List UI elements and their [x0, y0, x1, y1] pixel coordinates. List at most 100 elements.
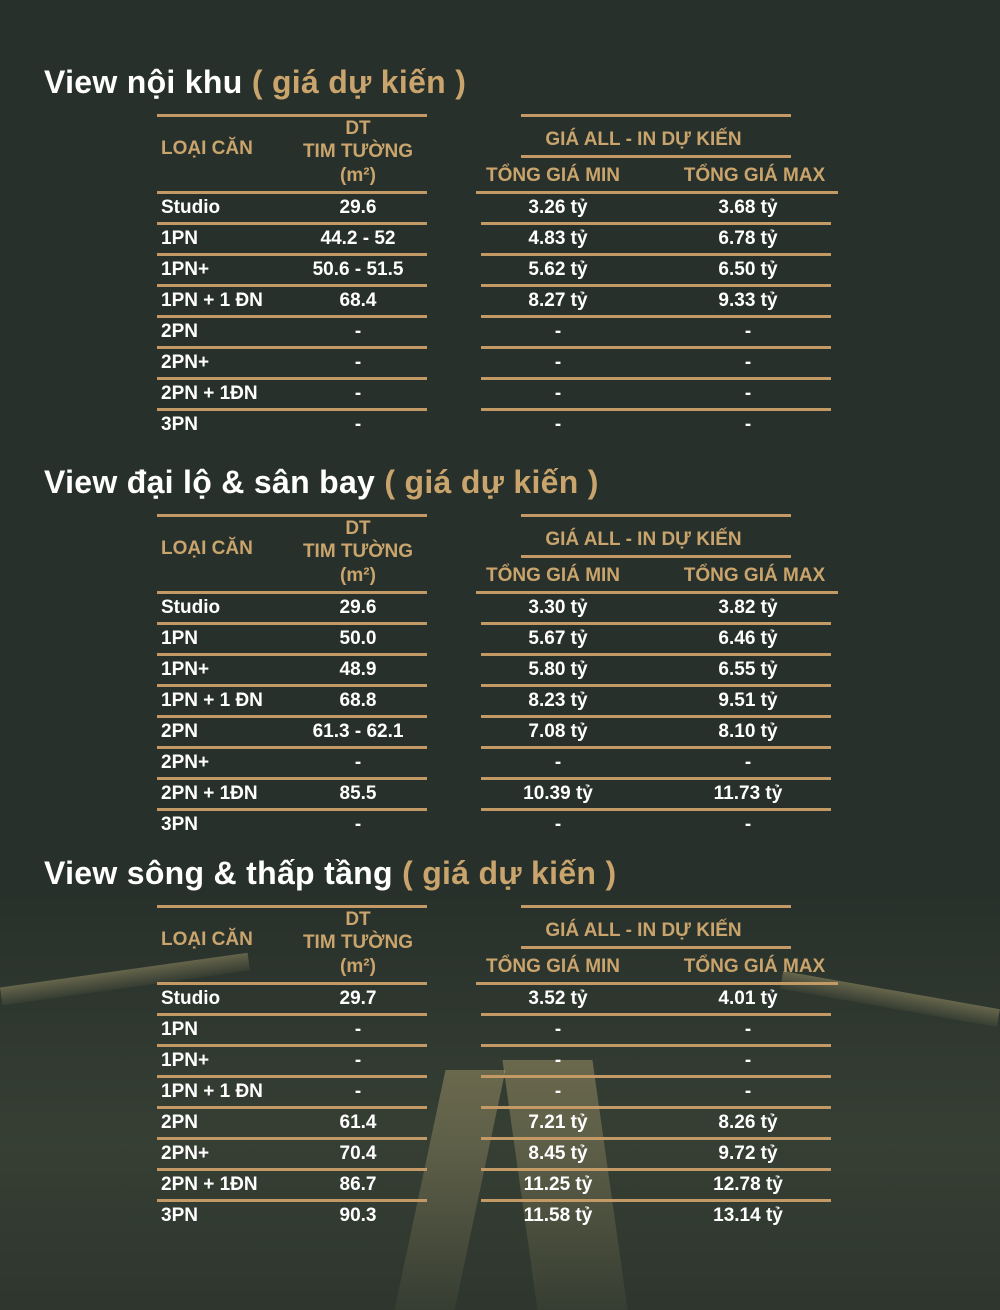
cell-type: 3PN: [161, 1205, 198, 1226]
section-subtitle: ( giá dự kiến ): [402, 855, 617, 891]
cell-price-min: 11.58 tỷ: [523, 1205, 593, 1226]
cell-type: 2PN: [161, 1112, 198, 1133]
cell-type: Studio: [161, 197, 221, 218]
row-divider: [481, 1137, 831, 1140]
cell-area: 85.5: [339, 783, 377, 804]
header-area-2: TIM TƯỜNG: [302, 932, 414, 953]
cell-price-max: -: [744, 1050, 752, 1071]
header-price-min: TỔNG GIÁ MIN: [485, 565, 621, 586]
cell-price-min: -: [554, 321, 562, 342]
cell-type: 2PN+: [161, 752, 210, 773]
row-divider: [481, 746, 831, 749]
cell-type: 2PN+: [161, 352, 210, 373]
cell-type: 1PN: [161, 628, 198, 649]
cell-area: 86.7: [339, 1174, 377, 1195]
cell-area: 48.9: [339, 659, 377, 680]
divider: [157, 982, 427, 985]
cell-price-max: 12.78 tỷ: [713, 1174, 783, 1195]
cell-area: -: [354, 321, 362, 342]
cell-area: -: [354, 814, 362, 835]
cell-price-max: -: [744, 814, 752, 835]
cell-type: 3PN: [161, 414, 198, 435]
cell-price-max: -: [744, 1019, 752, 1040]
cell-price-min: 3.30 tỷ: [528, 597, 588, 618]
row-divider: [157, 684, 427, 687]
header-type: LOẠI CĂN: [161, 929, 253, 950]
row-divider: [157, 622, 427, 625]
row-divider: [481, 1075, 831, 1078]
cell-area: 50.6 - 51.5: [312, 259, 404, 280]
header-type: LOẠI CĂN: [161, 138, 253, 159]
row-divider: [157, 253, 427, 256]
cell-area: 44.2 - 52: [320, 228, 396, 249]
cell-price-min: -: [554, 814, 562, 835]
row-divider: [481, 808, 831, 811]
cell-price-min: 10.39 tỷ: [523, 783, 593, 804]
section-subtitle: ( giá dự kiến ): [251, 64, 467, 100]
row-divider: [481, 653, 831, 656]
row-divider: [481, 715, 831, 718]
header-area-2: TIM TƯỜNG: [302, 541, 414, 562]
cell-area: 68.4: [339, 290, 377, 311]
cell-price-max: -: [744, 321, 752, 342]
cell-price-min: 3.52 tỷ: [528, 988, 588, 1009]
cell-price-max: -: [744, 383, 752, 404]
row-divider: [481, 1106, 831, 1109]
cell-area: 90.3: [339, 1205, 377, 1226]
cell-type: 1PN + 1 ĐN: [161, 690, 263, 711]
cell-price-min: 5.67 tỷ: [528, 628, 588, 649]
row-divider: [157, 1013, 427, 1016]
cell-type: 2PN + 1ĐN: [161, 1174, 258, 1195]
cell-price-max: 3.82 tỷ: [718, 597, 778, 618]
cell-area: 61.3 - 62.1: [312, 721, 404, 742]
divider: [476, 591, 838, 594]
header-area-3: (m²): [340, 956, 376, 977]
row-divider: [157, 715, 427, 718]
cell-area: 29.7: [339, 988, 377, 1009]
cell-price-max: 8.10 tỷ: [718, 721, 778, 742]
divider: [157, 591, 427, 594]
cell-area: -: [354, 352, 362, 373]
row-divider: [157, 1199, 427, 1202]
divider: [521, 905, 791, 908]
header-price-group: GIÁ ALL - IN DỰ KIẾN: [545, 129, 742, 150]
header-area-1: DT: [345, 518, 371, 539]
row-divider: [157, 1075, 427, 1078]
cell-type: Studio: [161, 988, 221, 1009]
section-title-text: View nội khu: [44, 64, 243, 100]
header-price-min: TỔNG GIÁ MIN: [485, 956, 621, 977]
section-title-text: View đại lộ & sân bay: [44, 464, 376, 500]
row-divider: [157, 1044, 427, 1047]
cell-price-max: 3.68 tỷ: [718, 197, 778, 218]
header-price-max: TỔNG GIÁ MAX: [683, 565, 826, 586]
building-background: [0, 890, 1000, 1310]
row-divider: [157, 222, 427, 225]
row-divider: [157, 1137, 427, 1140]
row-divider: [157, 284, 427, 287]
cell-type: 1PN+: [161, 259, 210, 280]
header-area-1: DT: [345, 909, 371, 930]
cell-area: -: [354, 1019, 362, 1040]
divider: [521, 946, 791, 949]
row-divider: [481, 315, 831, 318]
cell-area: -: [354, 752, 362, 773]
cell-type: 2PN + 1ĐN: [161, 783, 258, 804]
header-price-max: TỔNG GIÁ MAX: [683, 956, 826, 977]
row-divider: [481, 377, 831, 380]
divider: [521, 555, 791, 558]
row-divider: [157, 777, 427, 780]
row-divider: [481, 1199, 831, 1202]
header-type: LOẠI CĂN: [161, 538, 253, 559]
divider: [157, 905, 427, 908]
cell-price-min: 4.83 tỷ: [528, 228, 588, 249]
cell-price-min: 8.23 tỷ: [528, 690, 588, 711]
cell-area: 68.8: [339, 690, 377, 711]
cell-price-min: -: [554, 1081, 562, 1102]
row-divider: [481, 284, 831, 287]
cell-area: -: [354, 414, 362, 435]
row-divider: [481, 408, 831, 411]
cell-type: 2PN + 1ĐN: [161, 383, 258, 404]
cell-area: 70.4: [339, 1143, 377, 1164]
cell-price-min: 8.45 tỷ: [528, 1143, 588, 1164]
section-title: View sông & thấp tầng ( giá dự kiến ): [44, 855, 616, 892]
